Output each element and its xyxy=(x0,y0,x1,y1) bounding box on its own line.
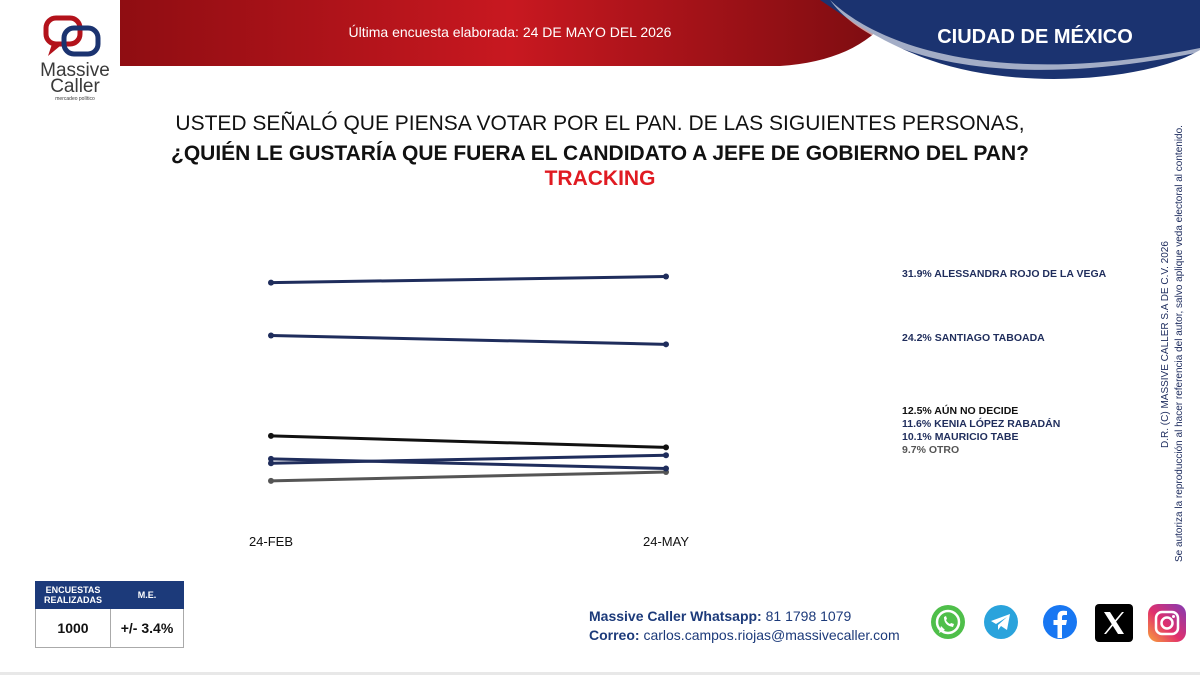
series-label-rojo-de-la-vega: 31.9% ALESSANDRA ROJO DE LA VEGA xyxy=(902,268,1107,280)
series-label-tabe: 10.1% MAURICIO TABE xyxy=(902,431,1019,443)
data-point-alessandra-rojo-de-la-vega-1 xyxy=(268,279,274,286)
email-contact: Correo: carlos.campos.riojas@massivecall… xyxy=(589,627,900,643)
stats-header-encuestas: ENCUESTAS REALIZADAS xyxy=(35,581,111,609)
whatsapp-prefix: Massive Caller Whatsapp: xyxy=(589,608,762,624)
question-line-2: ¿QUIÉN LE GUSTARÍA QUE FUERA EL CANDIDAT… xyxy=(171,142,1029,165)
stats-value-encuestas: 1000 xyxy=(35,608,111,648)
stats-value-me: +/- 3.4% xyxy=(110,608,184,648)
massive-caller-logo xyxy=(43,15,101,57)
instagram-icon[interactable] xyxy=(1148,604,1186,642)
brand-line-2: Caller xyxy=(50,76,100,97)
x-tick-label-1: 24-FEB xyxy=(248,534,294,549)
series-line-santiago-taboada xyxy=(270,334,667,346)
data-point-aun-no-decide-2 xyxy=(663,444,669,451)
data-point-kenia-lopez-rabadan-1 xyxy=(268,460,274,467)
brand-tagline: mercadeo político xyxy=(55,96,95,102)
telegram-icon[interactable] xyxy=(983,604,1019,640)
header-navy-curve xyxy=(830,0,1200,70)
facebook-icon[interactable] xyxy=(1042,604,1078,640)
data-point-kenia-lopez-rabadan-2 xyxy=(663,452,669,459)
x-icon[interactable] xyxy=(1095,604,1133,642)
question-line-1: USTED SEÑALÓ QUE PIENSA VOTAR POR EL PAN… xyxy=(175,112,1025,135)
region-title: CIUDAD DE MÉXICO xyxy=(937,26,1133,48)
x-tick-label-2: 24-MAY xyxy=(643,534,689,549)
data-point-otro-1 xyxy=(268,477,274,484)
data-point-aun-no-decide-1 xyxy=(268,432,274,439)
series-label-otro: 9.7% OTRO xyxy=(902,444,960,456)
data-point-mauricio-tabe-1 xyxy=(268,455,274,462)
series-line-alessandra-rojo-de-la-vega xyxy=(270,274,667,285)
series-label-no-decide: 12.5% AÚN NO DECIDE xyxy=(902,405,1019,417)
survey-stats-table: ENCUESTAS REALIZADAS M.E. 1000 +/- 3.4% xyxy=(35,581,184,648)
data-point-mauricio-tabe-2 xyxy=(663,465,669,472)
series-label-taboada: 24.2% SANTIAGO TABOADA xyxy=(902,332,1045,344)
survey-date: Última encuesta elaborada: 24 DE MAYO DE… xyxy=(348,24,672,40)
data-point-santiago-taboada-2 xyxy=(663,341,669,348)
footer-line xyxy=(0,672,1200,675)
brand-line-1: Massive xyxy=(40,60,110,81)
email-address[interactable]: carlos.campos.riojas@massivecaller.com xyxy=(643,627,900,643)
series-line-kenia-lopez-rabadan xyxy=(270,453,667,465)
whatsapp-icon[interactable] xyxy=(930,604,966,640)
whatsapp-contact: Massive Caller Whatsapp: 81 1798 1079 xyxy=(589,608,851,624)
series-line-otro xyxy=(270,470,667,483)
copyright-note: D.R. (C) MASSIVE CALLER S.A DE C.V. 2026 xyxy=(1160,241,1171,448)
data-point-alessandra-rojo-de-la-vega-2 xyxy=(663,273,669,280)
reproduction-note: Se autoriza la reproducción al hacer ref… xyxy=(1174,125,1185,562)
stats-header-me: M.E. xyxy=(110,581,184,609)
header-navy-swoosh xyxy=(820,0,1200,79)
whatsapp-number[interactable]: 81 1798 1079 xyxy=(765,608,852,624)
header-red-band xyxy=(120,0,900,66)
series-label-lopez-rabadan: 11.6% KENIA LÓPEZ RABADÁN xyxy=(902,418,1061,430)
series-line-aun-no-decide xyxy=(270,434,667,449)
email-prefix: Correo: xyxy=(589,627,640,643)
tracking-label: TRACKING xyxy=(544,167,656,190)
data-point-santiago-taboada-1 xyxy=(268,332,274,339)
